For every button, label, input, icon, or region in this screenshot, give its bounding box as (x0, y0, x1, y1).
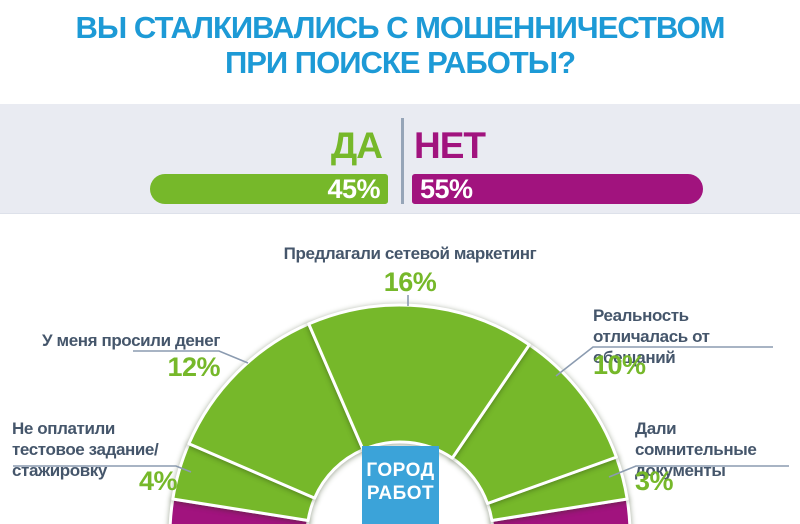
leader-dubious-documents (608, 465, 789, 478)
leader-reality-differed (555, 346, 773, 377)
yes-bar-value: 45% (327, 174, 380, 204)
segment-value-no-test-payment: 4% (138, 466, 178, 496)
yes-word: ДА (330, 125, 383, 166)
segment-label-reality-differed: Реальность отличалась от обещаний (593, 306, 710, 367)
segment-value-reality-differed: 10% (593, 350, 646, 380)
donut-segment-network-marketing (307, 303, 531, 460)
no-bar-value: 55% (420, 174, 473, 204)
leader-asked-money (133, 350, 249, 364)
segment-value-network-marketing: 16% (383, 267, 437, 297)
no-bar: 55% (412, 174, 703, 204)
page-title: ВЫ СТАЛКИВАЛИСЬ С МОШЕННИЧЕСТВОМ ПРИ ПОИ… (0, 10, 800, 80)
no-word: НЕТ (414, 125, 486, 166)
page-title-line2: ПРИ ПОИСКЕ РАБОТЫ? (224, 45, 576, 80)
gorodrabot-logo: ГОРОД РАБОТ (362, 446, 439, 524)
logo-line2: РАБОТ (366, 483, 435, 504)
logo-line1: ГОРОД (366, 460, 435, 481)
leader-lines (13, 295, 789, 478)
segment-value-dubious-documents: 3% (635, 466, 674, 496)
segment-value-asked-money: 12% (167, 352, 220, 382)
donut-segment-reality-differed (450, 343, 618, 505)
yes-no-divider (401, 118, 404, 204)
poll-band: ДА НЕТ 45% 55% (0, 104, 800, 214)
donut-segment-asked-money (187, 322, 365, 500)
segment-label-no-test-payment: Не оплатили тестовое задание/стажировку (12, 419, 159, 480)
segment-label-asked-money: У меня просили денег (42, 331, 220, 350)
segment-label-dubious-documents: Дали сомнительные документы (635, 419, 757, 480)
page-title-line1: ВЫ СТАЛКИВАЛИСЬ С МОШЕННИЧЕСТВОМ (75, 10, 726, 45)
segment-label-network-marketing: Предлагали сетевой маркетинг (283, 244, 537, 263)
leader-no-test-payment (13, 465, 192, 473)
yes-bar: 45% (150, 174, 388, 204)
